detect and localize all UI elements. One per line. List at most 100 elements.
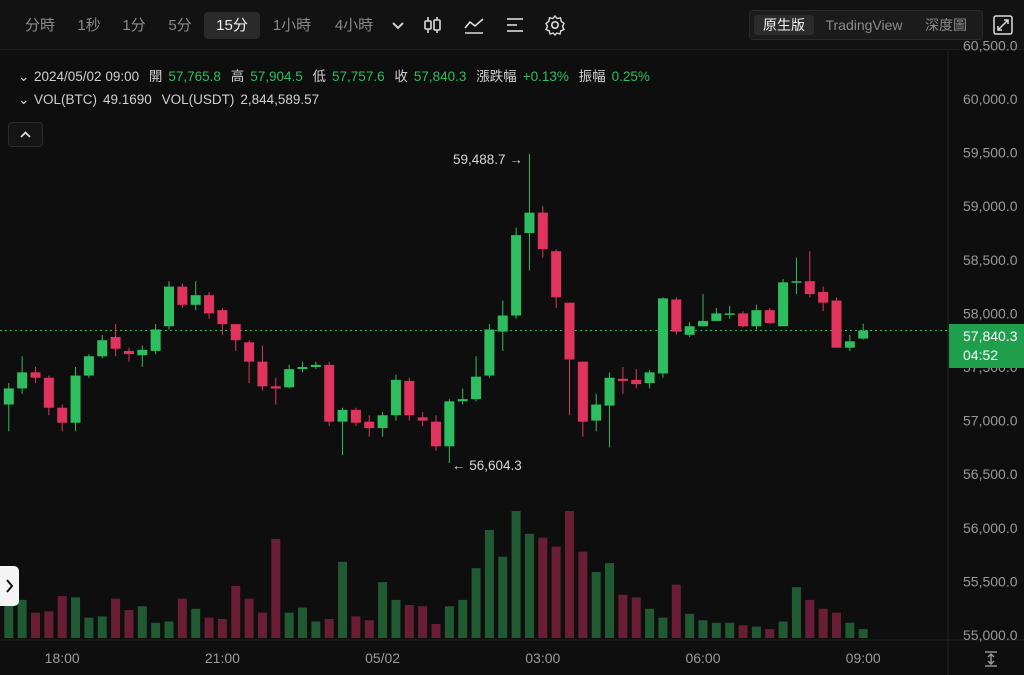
candle-body	[484, 329, 495, 376]
candle-body	[738, 313, 749, 327]
volume-bar	[137, 606, 147, 638]
price-tick-label: 58,500.0	[963, 252, 1018, 268]
vol-usdt-value: 2,844,589.57	[240, 92, 320, 107]
collapse-indicators-button[interactable]	[8, 122, 43, 147]
candle-body	[778, 282, 789, 327]
chevron-down-icon[interactable]	[386, 13, 410, 37]
timeframe-tab-1h[interactable]: 1小時	[272, 17, 312, 34]
volume-bar	[631, 597, 641, 638]
current-price-value: 57,840.3	[963, 328, 1018, 344]
price-tick-label: 59,500.0	[963, 145, 1018, 161]
timeframe-tab-timeline[interactable]: 分時	[24, 17, 55, 34]
candle-body	[270, 386, 281, 389]
volume-bar	[271, 538, 281, 638]
candle-body	[724, 313, 735, 315]
volume-bar	[284, 612, 294, 638]
volume-bar	[605, 563, 615, 638]
volume-bar	[765, 629, 775, 638]
candle-body	[83, 356, 94, 376]
volume-bar	[698, 620, 708, 638]
volume-bar	[71, 597, 81, 638]
candle-body	[564, 302, 575, 360]
chevron-up-icon	[20, 131, 31, 138]
volume-bar	[151, 622, 161, 638]
chevron-right-icon	[6, 579, 14, 593]
candle-body	[497, 315, 508, 332]
timeframe-tab-4h[interactable]: 4小時	[334, 17, 374, 34]
volume-bar	[751, 626, 761, 638]
volume-bar	[244, 598, 254, 638]
volume-bar	[57, 596, 67, 638]
volume-info-row: ⌄ VOL(BTC) 49.1690 VOL(USDT) 2,844,589.57	[18, 92, 325, 108]
volume-bar	[551, 546, 561, 638]
timeframe-tab-15m[interactable]: 15分	[204, 12, 260, 39]
candle-body	[297, 367, 308, 370]
mode-depth[interactable]: 深度圖	[925, 17, 967, 33]
candle-body	[204, 295, 215, 314]
volume-bar	[858, 629, 868, 638]
mode-tradingview[interactable]: TradingView	[825, 17, 903, 33]
time-tick-label: 09:00	[846, 650, 881, 666]
candle-body	[137, 349, 148, 356]
price-tick-label: 59,000.0	[963, 198, 1018, 214]
change-value: +0.13%	[522, 69, 569, 84]
volume-bar	[17, 599, 27, 638]
candle-body	[217, 310, 228, 325]
volume-bar	[484, 530, 494, 638]
volume-bar	[805, 599, 815, 638]
timeframe-tab-5m[interactable]: 5分	[168, 17, 192, 34]
close-label: 收	[394, 69, 408, 84]
vol-btc-value: 49.1690	[103, 92, 152, 107]
candle-body	[310, 364, 321, 367]
volume-bar	[524, 533, 534, 638]
candle-body	[3, 388, 14, 405]
chevron-down-icon[interactable]: ⌄	[18, 92, 30, 107]
candle-body	[537, 212, 548, 250]
volume-bar	[645, 608, 655, 638]
candle-body	[444, 401, 455, 447]
candle-body	[617, 378, 628, 381]
candle-body	[511, 235, 522, 316]
candle-body	[17, 372, 28, 389]
volume-bar	[444, 606, 454, 638]
volume-bar	[658, 617, 668, 638]
candle-countdown: 04:52	[963, 347, 999, 363]
max-price-annotation: 59,488.7 →	[453, 152, 523, 167]
candle-body	[711, 313, 722, 321]
high-value: 57,904.5	[250, 69, 303, 84]
open-label: 開	[148, 69, 163, 84]
volume-bar	[845, 622, 855, 638]
candle-body	[244, 342, 255, 362]
candle-body	[390, 379, 401, 416]
indicator-icon[interactable]	[462, 13, 486, 37]
candle-body	[284, 369, 295, 388]
time-tick-label: 21:00	[205, 650, 240, 666]
timeframe-tab-1s[interactable]: 1秒	[77, 17, 101, 34]
mode-native[interactable]: 原生版	[754, 15, 814, 35]
axis-scale-icon[interactable]	[980, 648, 1002, 670]
chevron-down-icon[interactable]: ⌄	[18, 69, 30, 84]
candle-body	[804, 281, 815, 295]
candle-body	[364, 421, 375, 429]
volume-bar	[311, 621, 321, 638]
timeframe-tab-1m[interactable]: 1分	[122, 17, 146, 34]
close-value: 57,840.3	[413, 69, 467, 84]
volume-bar	[204, 617, 214, 638]
volume-bar	[725, 622, 735, 638]
volume-bar	[298, 607, 307, 638]
fullscreen-icon[interactable]	[992, 14, 1014, 36]
candlestick-type-icon[interactable]	[420, 13, 444, 37]
gear-icon[interactable]	[543, 13, 567, 37]
candle-body	[671, 299, 682, 332]
sidebar-toggle-handle[interactable]	[0, 566, 19, 606]
vol-usdt-label: VOL(USDT)	[161, 92, 235, 107]
price-tick-label: 55,000.0	[963, 627, 1018, 643]
candle-body	[858, 330, 869, 339]
settings-lines-icon[interactable]	[503, 13, 527, 37]
candle-body	[577, 361, 588, 422]
volume-bar	[565, 511, 574, 638]
price-tick-label: 56,000.0	[963, 520, 1018, 536]
volume-bar	[391, 599, 401, 638]
candle-body	[457, 399, 468, 402]
volume-bar	[338, 561, 348, 638]
